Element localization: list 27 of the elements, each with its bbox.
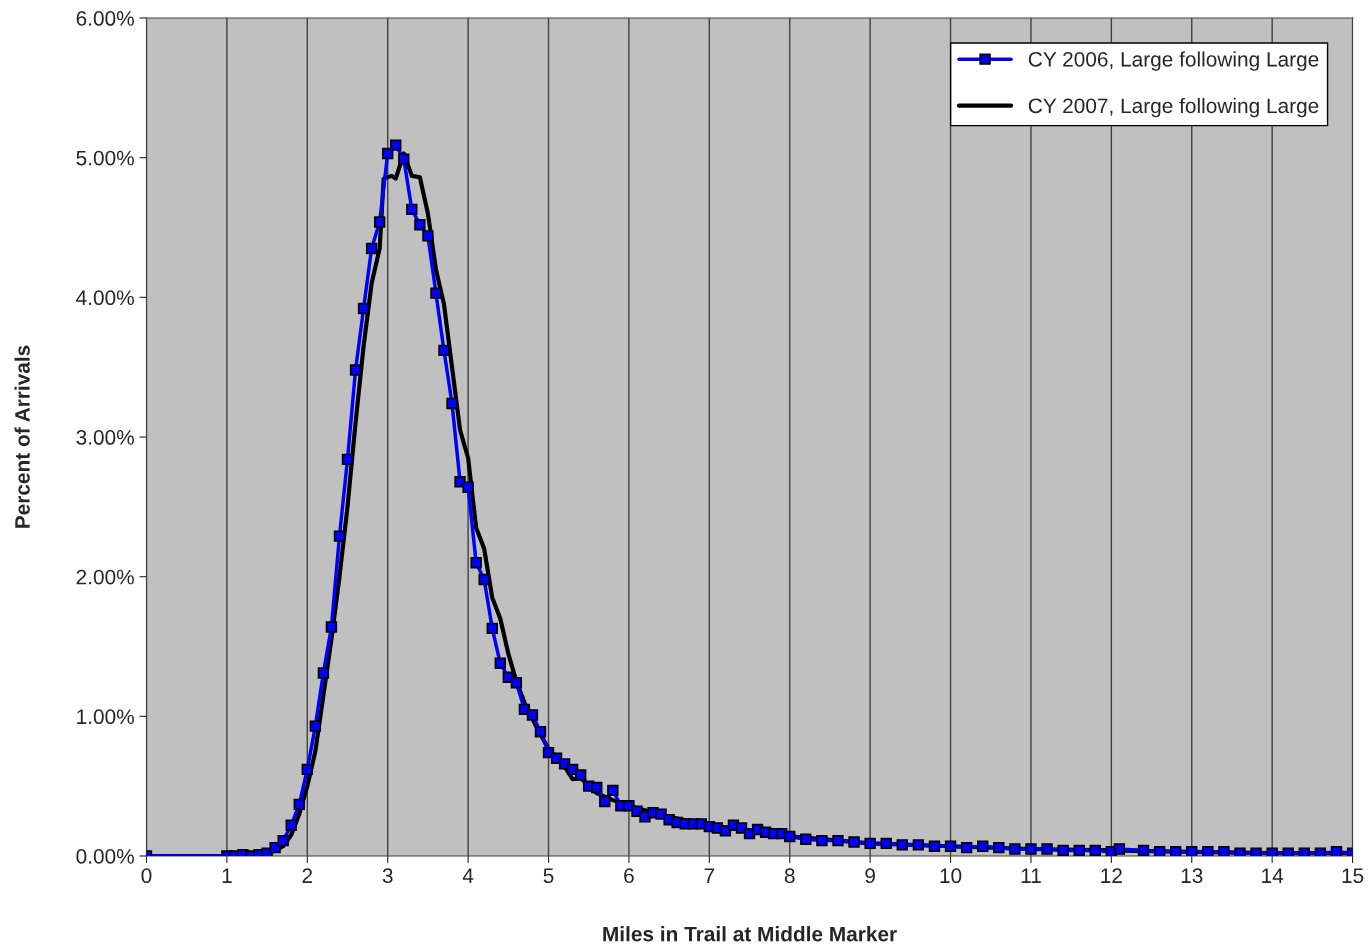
x-tick-label: 8 <box>784 868 795 884</box>
legend-label: CY 2006, Large following Large <box>1028 51 1319 71</box>
y-tick-label: 0.00% <box>76 849 134 864</box>
y-tick-label: 2.00% <box>76 569 134 585</box>
x-tick-label: 1 <box>222 868 232 883</box>
x-tick-label: 9 <box>865 868 875 884</box>
x-tick-label: 13 <box>1181 868 1203 884</box>
x-tick-label: 11 <box>1021 868 1041 883</box>
x-tick-label: 12 <box>1101 868 1122 883</box>
x-tick-label: 4 <box>462 868 474 883</box>
x-tick-label: 0 <box>141 868 152 884</box>
legend-label: CY 2007, Large following Large <box>1028 97 1319 118</box>
y-tick-label: 4.00% <box>76 290 134 306</box>
x-tick-label: 6 <box>624 868 634 884</box>
y-tick-label: 5.00% <box>76 150 134 166</box>
x-axis-title: Miles in Trail at Middle Marker <box>603 926 897 942</box>
x-tick-label: 15 <box>1342 868 1364 884</box>
x-tick-label: 7 <box>704 868 715 883</box>
x-tick-label: 2 <box>302 868 313 883</box>
y-tick-label: 3.00% <box>76 430 134 445</box>
y-tick-label: 6.00% <box>76 11 134 26</box>
y-tick-label: 1.00% <box>77 709 134 725</box>
x-tick-label: 5 <box>543 868 554 884</box>
x-tick-label: 10 <box>940 868 962 884</box>
y-axis-title: Percent of Arrivals <box>14 345 30 528</box>
x-tick-label: 14 <box>1262 868 1284 883</box>
x-tick-label: 3 <box>382 868 393 884</box>
